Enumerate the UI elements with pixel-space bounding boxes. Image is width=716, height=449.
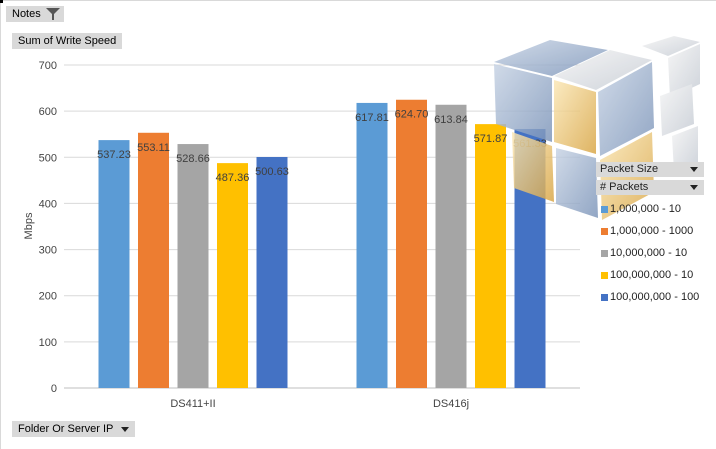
frame-border-top [0, 0, 716, 1]
legend-item[interactable]: 10,000,000 - 10 [596, 242, 704, 264]
chevron-down-icon [121, 427, 130, 432]
legend-field-label: Packet Size [600, 163, 659, 175]
legend-field-packets[interactable]: # Packets [596, 180, 704, 195]
cube-logo-icon [494, 36, 700, 220]
bar-value-label: 487.36 [216, 172, 250, 184]
legend-swatch [601, 228, 608, 235]
resize-handle[interactable] [0, 0, 3, 3]
legend-item[interactable]: 1,000,000 - 10 [596, 198, 704, 220]
axis-field-label: Folder Or Server IP [18, 423, 114, 435]
y-tick-label: 400 [39, 198, 57, 210]
bar[interactable] [475, 124, 506, 389]
legend-swatch [601, 250, 608, 257]
bar-value-label: 624.70 [395, 109, 429, 121]
legend: Packet Size # Packets 1,000,000 - 10 1,0… [596, 162, 704, 308]
legend-swatch [601, 294, 608, 301]
legend-item-label: 100,000,000 - 100 [610, 291, 700, 303]
notes-label: Notes [12, 8, 41, 20]
y-tick-label: 0 [51, 383, 57, 395]
legend-item[interactable]: 1,000,000 - 1000 [596, 220, 704, 242]
value-field-label: Sum of Write Speed [18, 35, 117, 47]
legend-item[interactable]: 100,000,000 - 10 [596, 264, 704, 286]
legend-swatch [601, 206, 608, 213]
bar-value-label: 617.81 [355, 112, 389, 124]
bar[interactable] [256, 156, 288, 388]
legend-field-packet-size[interactable]: Packet Size [596, 162, 704, 177]
x-axis-ticks: DS411+II DS416j [170, 398, 469, 410]
bar-value-label: 537.23 [97, 149, 131, 161]
x-tick-label: DS411+II [170, 398, 215, 410]
bar-value-label: 500.63 [255, 166, 289, 178]
y-axis-label: Mbps [23, 212, 35, 239]
legend-item-label: 10,000,000 - 10 [610, 247, 688, 259]
y-tick-label: 700 [39, 60, 57, 72]
legend-field-label: # Packets [600, 181, 649, 193]
y-tick-label: 100 [39, 337, 57, 349]
bar[interactable] [98, 140, 130, 388]
notes-filter-button[interactable]: Notes [6, 6, 64, 22]
frame-border-left [0, 0, 1, 449]
legend-item-label: 1,000,000 - 10 [610, 203, 681, 215]
bar[interactable] [177, 144, 209, 388]
bar-value-label: 528.66 [176, 153, 210, 165]
bar-value-label: 613.84 [434, 114, 468, 126]
legend-item-label: 100,000,000 - 10 [610, 269, 694, 281]
funnel-filter-icon [46, 8, 60, 20]
x-tick-label: DS416j [433, 398, 469, 410]
bar[interactable] [217, 163, 248, 388]
axis-field-button[interactable]: Folder Or Server IP [12, 421, 136, 437]
bar-value-label: 571.87 [474, 133, 508, 145]
chevron-down-icon [690, 185, 698, 190]
legend-item[interactable]: 100,000,000 - 100 [596, 286, 704, 308]
y-axis-ticks: 0 100 200 300 400 500 600 700 [39, 60, 57, 395]
bar[interactable] [356, 102, 388, 389]
bar-value-label: 553.11 [137, 142, 170, 154]
value-field-button[interactable]: Sum of Write Speed [12, 33, 123, 49]
bar[interactable] [435, 104, 467, 388]
y-tick-label: 200 [39, 291, 57, 303]
legend-swatch [601, 272, 608, 279]
y-tick-label: 600 [39, 106, 57, 118]
legend-item-label: 1,000,000 - 1000 [610, 225, 694, 237]
bar[interactable] [396, 99, 427, 388]
y-tick-label: 300 [39, 245, 57, 257]
y-tick-label: 500 [39, 152, 57, 164]
bar[interactable] [138, 132, 169, 388]
chevron-down-icon [690, 167, 698, 172]
